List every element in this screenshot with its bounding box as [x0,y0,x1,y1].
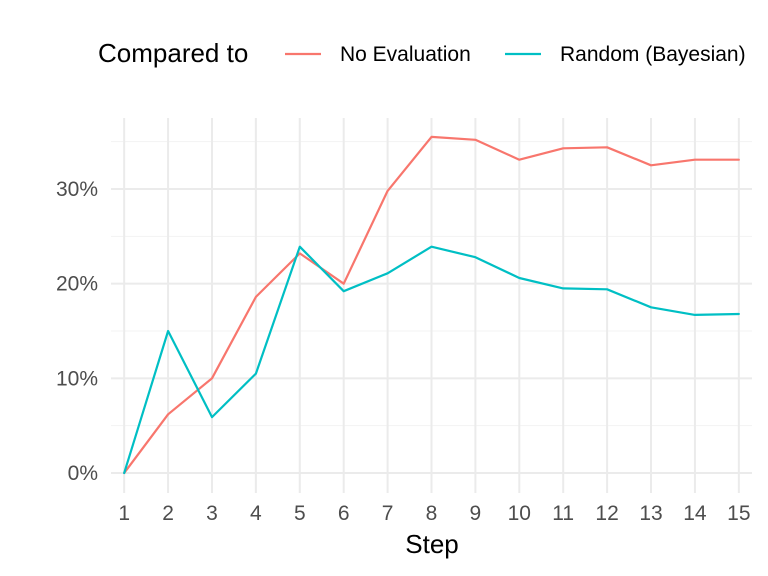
x-tick-label: 11 [552,502,574,525]
x-tick-label: 12 [595,502,618,525]
series-line-1 [123,245,740,475]
legend-label-1: Random (Bayesian) [560,43,746,66]
x-tick-label: 2 [162,502,174,525]
y-axis-ticks: 0% 10% 20% 30% [56,178,98,485]
x-tick-label: 6 [338,502,350,525]
y-tick-label: 10% [56,367,98,390]
legend: Compared to No Evaluation Random (Bayesia… [98,38,746,68]
x-tick-label: 7 [382,502,394,525]
x-axis-title: Step [405,529,459,559]
x-tick-label: 4 [250,502,262,525]
x-tick-label: 9 [470,502,482,525]
x-tick-label: 14 [683,502,707,525]
legend-label-0: No Evaluation [340,43,471,66]
x-tick-label: 8 [426,502,438,525]
x-tick-label: 5 [294,502,306,525]
series-layer [123,135,740,475]
x-axis-ticks: 1 2 3 4 5 6 7 8 9 10 11 12 13 14 15 [118,502,750,525]
x-tick-label: 13 [639,502,662,525]
y-tick-label: 20% [56,273,98,296]
y-tick-label: 30% [56,178,98,201]
x-tick-label: 10 [508,502,531,525]
series-line-0 [123,135,740,475]
x-tick-label: 3 [206,502,218,525]
x-tick-label: 15 [727,502,750,525]
y-tick-label: 0% [68,462,98,485]
x-tick-label: 1 [118,502,130,525]
grid [111,118,752,493]
legend-title: Compared to [98,38,248,68]
